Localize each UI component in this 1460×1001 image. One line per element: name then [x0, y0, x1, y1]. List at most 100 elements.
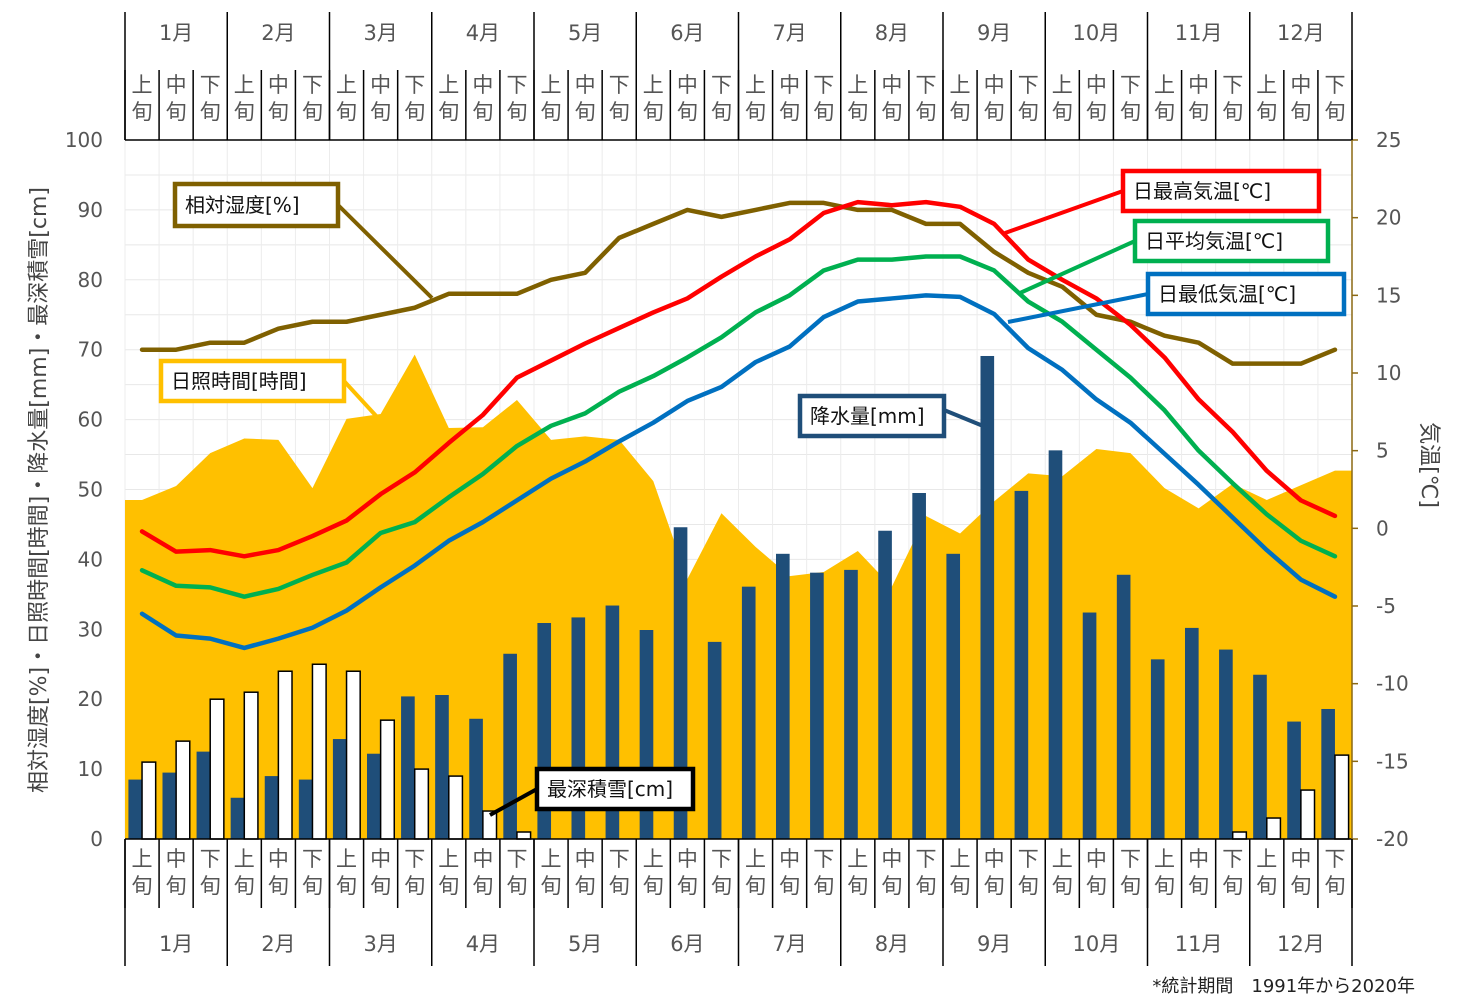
period-label-char: 下	[404, 73, 425, 97]
tmin-callout-leader	[1007, 292, 1149, 324]
month-label: 3月	[363, 21, 397, 45]
period-label-char: 旬	[1052, 874, 1073, 898]
period-label-char: 中	[268, 73, 289, 97]
period-label-char: 旬	[1188, 874, 1209, 898]
period-label-char: 上	[1052, 847, 1073, 871]
month-label: 9月	[977, 932, 1011, 956]
month-label: 5月	[568, 21, 602, 45]
period-label-char: 中	[575, 847, 596, 871]
tmin-line	[139, 293, 1338, 651]
period-label-char: 旬	[1188, 100, 1209, 124]
period-label-char: 下	[404, 847, 425, 871]
period-label-char: 旬	[847, 874, 868, 898]
tmax-line	[139, 199, 1338, 559]
month-label: 11月	[1175, 21, 1223, 45]
snow-bar	[243, 691, 259, 840]
precip-bar	[1014, 490, 1029, 839]
right-tick-label: -5	[1376, 594, 1396, 618]
precip-bar	[469, 718, 483, 839]
period-label-char: 旬	[609, 100, 630, 124]
precip-bar	[878, 530, 892, 839]
month-label: 12月	[1277, 21, 1325, 45]
period-label-char: 旬	[1256, 874, 1277, 898]
period-label-char: 旬	[677, 100, 698, 124]
period-label-char: 下	[915, 847, 936, 871]
period-label-char: 中	[166, 73, 187, 97]
precip-bar	[946, 553, 961, 839]
left-tick-label: 20	[78, 687, 103, 711]
period-label-char: 中	[1086, 847, 1107, 871]
period-label-char: 中	[1188, 847, 1209, 871]
period-label-char: 旬	[506, 100, 527, 124]
period-label-char: 旬	[1018, 874, 1039, 898]
period-label-char: 旬	[881, 874, 902, 898]
period-label-char: 中	[1290, 847, 1311, 871]
period-label-char: 下	[1018, 847, 1039, 871]
tmin-callout-label: 日最低気温[℃]	[1158, 282, 1296, 306]
period-label-char: 旬	[370, 874, 391, 898]
month-label: 10月	[1073, 21, 1121, 45]
precip-bar	[1287, 721, 1301, 839]
snow-bar	[379, 719, 396, 840]
period-label-char: 上	[1256, 847, 1277, 871]
sunshine-callout-box	[158, 358, 347, 404]
precip-bar	[741, 586, 756, 839]
precip-bar	[230, 797, 245, 839]
period-label-char: 下	[711, 73, 732, 97]
period-label-char: 中	[984, 73, 1005, 97]
period-label-char: 下	[200, 73, 221, 97]
period-label-char: 旬	[370, 100, 391, 124]
period-label-char: 中	[575, 73, 596, 97]
month-label: 7月	[772, 21, 806, 45]
period-label-char: 上	[745, 847, 766, 871]
snow-bar	[1231, 831, 1248, 840]
right-tick-label: 5	[1376, 439, 1389, 463]
snow-bar	[1334, 754, 1350, 840]
period-label-char: 旬	[132, 874, 153, 898]
right-tick-label: -15	[1376, 749, 1409, 773]
snow-bar	[448, 775, 464, 840]
period-label-char: 中	[268, 847, 289, 871]
left-tick-label: 90	[78, 198, 103, 222]
period-label-char: 旬	[541, 874, 562, 898]
period-label-char: 下	[1222, 847, 1243, 871]
month-label: 6月	[670, 932, 704, 956]
sunshine-area-path	[125, 354, 1352, 839]
precip-bar	[435, 695, 449, 839]
precip-callout-label: 降水量[mm]	[810, 404, 925, 428]
period-label-char: 上	[847, 73, 868, 97]
period-label-char: 上	[643, 73, 664, 97]
period-label-char: 上	[234, 847, 255, 871]
month-label: 4月	[466, 932, 500, 956]
period-label-char: 旬	[915, 100, 936, 124]
period-label-char: 中	[881, 73, 902, 97]
right-tick-label: 25	[1376, 128, 1401, 152]
humidity-line	[139, 200, 1338, 366]
period-label-char: 旬	[472, 100, 493, 124]
period-label-char: 上	[643, 847, 664, 871]
period-label-char: 中	[984, 847, 1005, 871]
period-label-char: 旬	[915, 874, 936, 898]
period-label-char: 旬	[1154, 100, 1175, 124]
period-label-char: 中	[472, 73, 493, 97]
month-label: 6月	[670, 21, 704, 45]
period-label-char: 旬	[779, 874, 800, 898]
period-label-char: 中	[1290, 73, 1311, 97]
period-label-char: 下	[1120, 73, 1141, 97]
period-label-char: 旬	[1222, 874, 1243, 898]
period-label-char: 上	[336, 847, 357, 871]
period-label-char: 中	[881, 847, 902, 871]
period-label-char: 旬	[1256, 100, 1277, 124]
period-label-char: 下	[813, 847, 834, 871]
right-axis-title: 気温[℃]	[1416, 422, 1441, 508]
period-label-char: 旬	[779, 100, 800, 124]
period-label-char: 下	[609, 73, 630, 97]
snow-bar	[345, 670, 361, 840]
snow-bar	[277, 670, 293, 840]
period-label-char: 旬	[1086, 874, 1107, 898]
precip-bar	[366, 753, 381, 839]
period-label-char: 旬	[1290, 874, 1311, 898]
left-tick-label: 10	[78, 757, 103, 781]
period-label-char: 旬	[1120, 874, 1141, 898]
